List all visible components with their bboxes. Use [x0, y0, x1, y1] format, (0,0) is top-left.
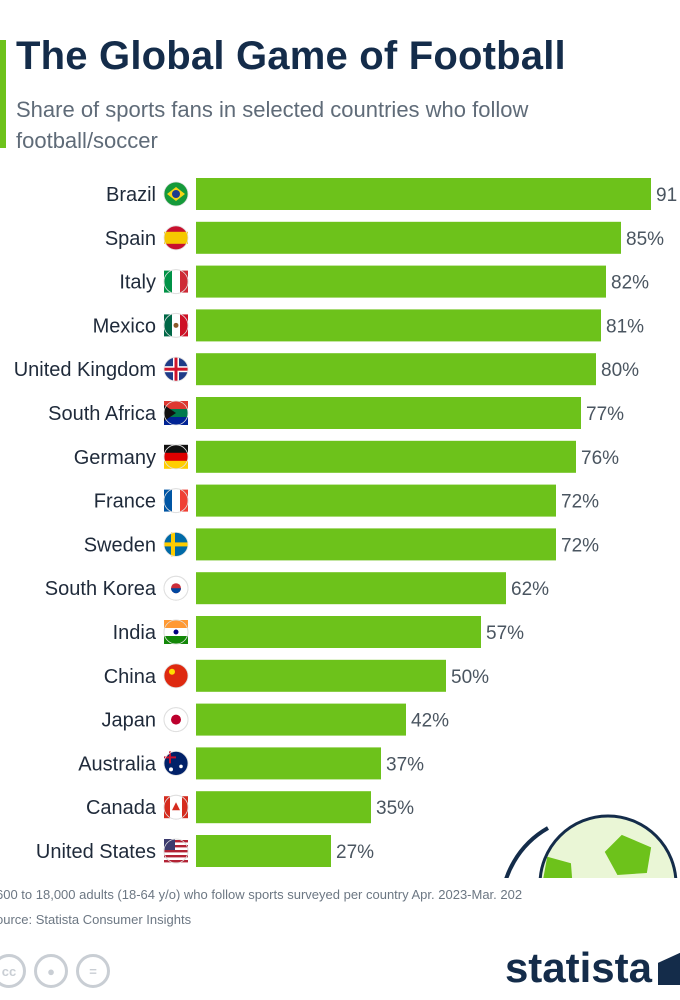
category-label: Canada: [86, 797, 157, 819]
category-label: Spain: [105, 228, 156, 250]
bar: [196, 659, 446, 692]
value-label: 35%: [376, 798, 414, 819]
sample-note: 600 to 18,000 adults (18-64 y/o) who fol…: [0, 887, 523, 902]
cc-icon[interactable]: cc: [0, 954, 26, 988]
category-label: India: [113, 622, 157, 644]
value-label: 72%: [561, 492, 599, 513]
nd-icon[interactable]: =: [76, 954, 110, 988]
bar: [196, 528, 556, 561]
japan-flag-icon: [163, 707, 189, 733]
category-label: China: [104, 666, 157, 688]
value-label: 42%: [411, 711, 449, 732]
australia-flag-icon: [163, 751, 189, 776]
chart-subtitle: Share of sports fans in selected countri…: [16, 97, 529, 153]
bar: [196, 791, 371, 824]
category-label: Australia: [78, 753, 157, 775]
bar: [196, 703, 406, 736]
globe-illustration: [504, 814, 678, 878]
china-flag-icon: [163, 663, 189, 689]
footnote: 600 to 18,000 adults (18-64 y/o) who fol…: [0, 882, 680, 932]
value-label: 72%: [561, 535, 599, 556]
category-label: Sweden: [84, 534, 156, 556]
value-label: 37%: [386, 754, 424, 775]
bar: [196, 397, 581, 429]
category-label: Brazil: [106, 184, 156, 206]
chart-title: The Global Game of Football: [16, 34, 566, 78]
united-kingdom-flag-icon: [163, 356, 189, 382]
bar: [196, 178, 651, 210]
brand-mark-icon: [658, 951, 680, 985]
bar: [196, 309, 601, 342]
bar: [196, 616, 481, 648]
category-label: Germany: [74, 447, 156, 469]
value-label: 76%: [581, 448, 619, 469]
bar: [196, 747, 381, 780]
category-label: Japan: [102, 710, 157, 732]
category-label: Italy: [119, 272, 156, 294]
license-icons: cc ● =: [0, 954, 110, 988]
south-africa-flag-icon: [163, 400, 189, 426]
value-label: 91: [656, 185, 677, 206]
france-flag-icon: [163, 488, 189, 514]
united-states-flag-icon: [163, 838, 189, 864]
bar: [196, 265, 606, 298]
value-label: 82%: [611, 273, 649, 294]
value-label: 27%: [336, 842, 374, 863]
germany-flag-icon: [163, 444, 189, 470]
brand-name: statista: [504, 944, 652, 991]
mexico-flag-icon: [163, 312, 189, 338]
category-label: United States: [36, 841, 156, 863]
statista-logo[interactable]: statista: [505, 944, 680, 992]
accent-bar: [0, 40, 6, 148]
value-label: 80%: [601, 360, 639, 381]
south-korea-flag-icon: [163, 575, 189, 601]
bar: [196, 835, 331, 867]
value-label: 62%: [511, 579, 549, 600]
italy-flag-icon: [163, 269, 189, 295]
category-label: South Africa: [48, 403, 157, 425]
bar: [196, 353, 596, 386]
canada-flag-icon: [163, 794, 189, 820]
bar: [196, 572, 506, 605]
bar: [196, 440, 576, 473]
ball-patch-top: [604, 834, 652, 876]
brazil-flag-icon: [163, 181, 189, 207]
ball-patch-left: [543, 856, 573, 878]
value-label: 77%: [586, 404, 624, 425]
spain-flag-icon: [163, 225, 189, 251]
value-label: 50%: [451, 667, 489, 688]
value-label: 85%: [626, 229, 664, 250]
bar-chart: Brazil 91 Spain 85% Italy 82% Mexico 81% United …: [14, 178, 678, 878]
sweden-flag-icon: [163, 531, 189, 557]
category-label: France: [94, 491, 156, 513]
source-note: ource: Statista Consumer Insights: [0, 912, 192, 927]
globe-arc: [504, 826, 549, 878]
value-label: 81%: [606, 316, 644, 337]
by-icon[interactable]: ●: [34, 954, 68, 988]
bar: [196, 221, 621, 254]
category-label: Mexico: [93, 315, 156, 337]
category-label: United Kingdom: [14, 359, 156, 381]
india-flag-icon: [163, 619, 189, 645]
bar: [196, 484, 556, 517]
value-label: 57%: [486, 623, 524, 644]
category-label: South Korea: [45, 578, 157, 600]
